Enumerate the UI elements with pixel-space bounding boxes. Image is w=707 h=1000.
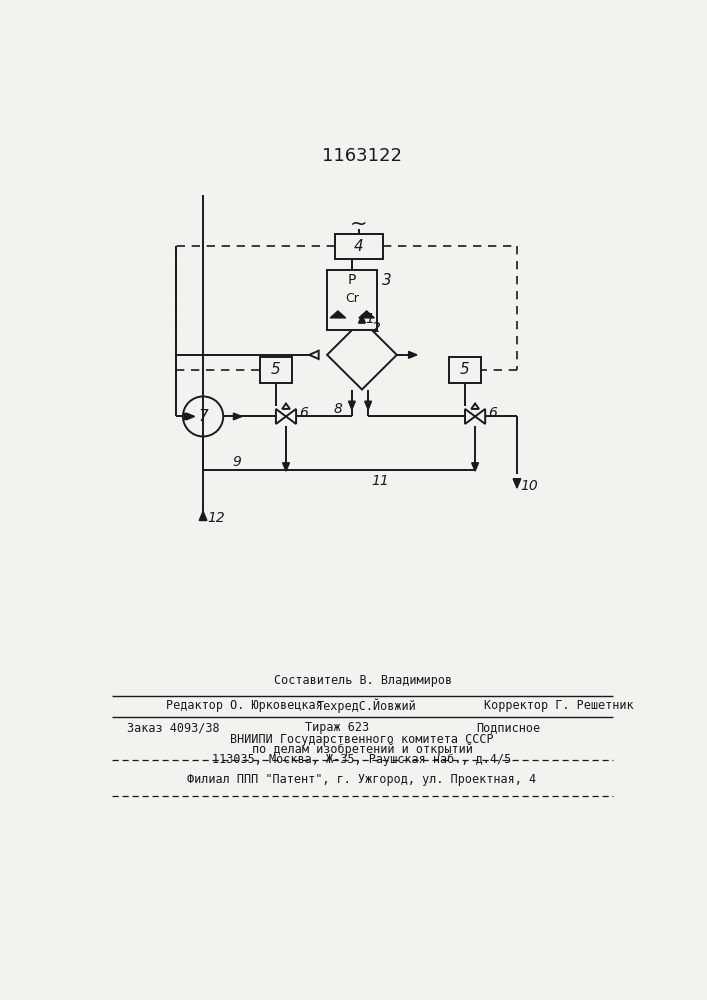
Polygon shape	[233, 413, 242, 420]
Polygon shape	[330, 311, 346, 318]
Polygon shape	[309, 351, 319, 359]
Text: Составитель В. Владимиров: Составитель В. Владимиров	[274, 674, 452, 687]
Text: 113035, Москва, Ж-35, Раушская наб., д.4/5: 113035, Москва, Ж-35, Раушская наб., д.4…	[212, 753, 512, 766]
Text: 7: 7	[198, 409, 208, 424]
Polygon shape	[359, 311, 374, 318]
Polygon shape	[409, 351, 417, 358]
Polygon shape	[186, 413, 194, 420]
Text: 2: 2	[372, 321, 381, 335]
Polygon shape	[365, 401, 372, 410]
Text: P: P	[348, 273, 356, 287]
Text: 1163122: 1163122	[322, 147, 402, 165]
Text: Подписное: Подписное	[476, 721, 540, 734]
Text: 5: 5	[460, 362, 470, 377]
Text: Тираж 623: Тираж 623	[305, 721, 370, 734]
Polygon shape	[513, 479, 521, 488]
Text: Cr: Cr	[345, 292, 359, 305]
Text: 12: 12	[207, 511, 225, 525]
Text: Филиал ППП "Патент", г. Ужгород, ул. Проектная, 4: Филиал ППП "Патент", г. Ужгород, ул. Про…	[187, 773, 537, 786]
Text: ТехредС.Йовжий: ТехредС.Йовжий	[317, 699, 416, 713]
Text: 9: 9	[233, 455, 241, 469]
Bar	[259, 357, 292, 383]
Text: Заказ 4093/38: Заказ 4093/38	[127, 721, 220, 734]
Polygon shape	[199, 511, 207, 521]
Polygon shape	[358, 315, 366, 323]
Text: 6: 6	[299, 406, 308, 420]
Polygon shape	[472, 463, 479, 471]
Polygon shape	[283, 463, 289, 471]
Bar	[327, 270, 378, 330]
Text: Редактор О. Юрковецкая: Редактор О. Юрковецкая	[166, 699, 322, 712]
Text: 10: 10	[521, 479, 539, 493]
Text: 3: 3	[382, 273, 392, 288]
Text: Корректор Г. Решетник: Корректор Г. Решетник	[484, 699, 633, 712]
Text: по делам изобретений и открытий: по делам изобретений и открытий	[252, 743, 472, 756]
Text: 5: 5	[271, 362, 281, 377]
Bar	[449, 357, 481, 383]
Text: 1: 1	[365, 312, 374, 326]
Polygon shape	[286, 409, 296, 424]
Polygon shape	[327, 320, 397, 389]
Polygon shape	[475, 409, 485, 424]
Polygon shape	[472, 404, 479, 409]
Text: 8: 8	[334, 402, 342, 416]
Polygon shape	[349, 401, 356, 410]
Bar	[335, 234, 383, 259]
Text: 11: 11	[372, 474, 390, 488]
Text: ~: ~	[350, 214, 368, 234]
Polygon shape	[185, 413, 193, 420]
Text: 6: 6	[489, 406, 497, 420]
Polygon shape	[465, 409, 475, 424]
Text: 4: 4	[354, 239, 363, 254]
Polygon shape	[276, 409, 286, 424]
Text: ВНИИПИ Государственного комитета СССР: ВНИИПИ Государственного комитета СССР	[230, 733, 493, 746]
Polygon shape	[282, 404, 290, 409]
